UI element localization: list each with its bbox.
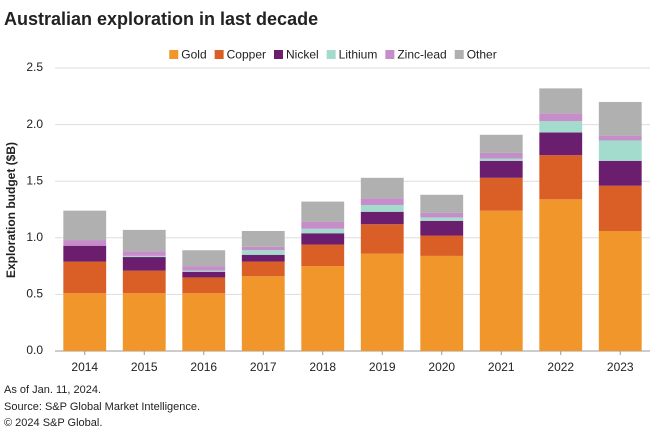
bar-segment xyxy=(598,231,642,351)
x-tick-label: 2017 xyxy=(250,360,277,374)
legend-swatch xyxy=(454,50,464,59)
bar-segment xyxy=(598,160,642,186)
bar-segment xyxy=(241,231,285,247)
legend-swatch xyxy=(385,50,395,59)
bar-segment xyxy=(301,244,345,267)
bar-segment xyxy=(360,224,404,254)
x-tick-label: 2015 xyxy=(131,360,158,374)
bar-segment xyxy=(539,155,583,200)
bar-segment xyxy=(182,271,226,278)
x-tick-label: 2020 xyxy=(428,360,455,374)
y-axis-label: Exploration budget ($B) xyxy=(4,142,18,278)
x-tick-label: 2022 xyxy=(547,360,574,374)
bar-segment xyxy=(122,270,166,294)
bar-segment xyxy=(539,121,583,133)
bar-segment xyxy=(479,158,523,161)
legend-label: Copper xyxy=(227,48,266,62)
legend-swatch xyxy=(214,50,224,59)
x-tick-label: 2023 xyxy=(607,360,634,374)
legend-swatch xyxy=(169,50,179,59)
bar-segment xyxy=(420,235,464,256)
bar-segment xyxy=(360,198,404,205)
bar-segment xyxy=(63,293,107,351)
y-tick-label: 0.0 xyxy=(26,343,43,357)
bar-segment xyxy=(182,266,226,271)
chart-title: Australian exploration in last decade xyxy=(4,9,318,29)
x-tick-label: 2016 xyxy=(190,360,217,374)
bar-segment xyxy=(360,177,404,199)
bar-segment xyxy=(63,210,107,241)
bar-segment xyxy=(598,185,642,232)
y-tick-label: 0.5 xyxy=(26,287,43,301)
bar-segment xyxy=(360,211,404,225)
bar-segment xyxy=(182,270,226,272)
footnote: As of Jan. 11, 2024. xyxy=(4,384,101,396)
bar-segment xyxy=(420,212,464,218)
bar-segment xyxy=(479,210,523,351)
bar-segment xyxy=(241,246,285,251)
bar-segment xyxy=(301,228,345,234)
bar-segment xyxy=(539,132,583,156)
x-tick-label: 2018 xyxy=(309,360,336,374)
bar-segment xyxy=(539,199,583,351)
bar-segment xyxy=(63,245,107,262)
bar-segment xyxy=(241,250,285,255)
bar-segment xyxy=(122,257,166,271)
bar-segment xyxy=(479,160,523,178)
bar-segment xyxy=(479,134,523,153)
bar-segment xyxy=(241,261,285,277)
legend-label: Nickel xyxy=(286,48,319,62)
legend-label: Zinc-lead xyxy=(397,48,446,62)
x-tick-label: 2019 xyxy=(369,360,396,374)
bar-segment xyxy=(301,266,345,351)
bar-segment xyxy=(360,204,404,212)
bar-segment xyxy=(420,220,464,236)
bar-segment xyxy=(122,255,166,258)
bar-segment xyxy=(301,233,345,245)
y-tick-label: 2.0 xyxy=(26,117,43,131)
bar-segment xyxy=(182,293,226,351)
bar-segment xyxy=(479,177,523,211)
bar-segment xyxy=(182,250,226,267)
bar-segment xyxy=(122,293,166,351)
bar-segment xyxy=(63,261,107,294)
legend-swatch xyxy=(326,50,336,59)
bar-segment xyxy=(420,255,464,351)
bar-segment xyxy=(63,240,107,246)
bar-segment xyxy=(241,276,285,351)
bar-segment xyxy=(598,101,642,136)
x-tick-label: 2014 xyxy=(71,360,98,374)
footnote: Source: S&P Global Market Intelligence. xyxy=(4,401,200,413)
bar-segment xyxy=(539,113,583,122)
bar-segment xyxy=(598,140,642,161)
bar-segment xyxy=(122,251,166,256)
bar-segment xyxy=(301,201,345,222)
bar-segment xyxy=(301,221,345,229)
bar-segment xyxy=(360,253,404,351)
x-tick-label: 2021 xyxy=(488,360,515,374)
bar-segment xyxy=(420,217,464,221)
bar-segment xyxy=(479,152,523,159)
y-tick-label: 2.5 xyxy=(26,60,43,74)
bar-segment xyxy=(598,135,642,141)
footnote: © 2024 S&P Global. xyxy=(4,417,102,429)
legend-label: Gold xyxy=(181,48,206,62)
bar-segment xyxy=(182,277,226,294)
legend-swatch xyxy=(273,50,283,59)
bar-segment xyxy=(420,194,464,213)
y-tick-label: 1.5 xyxy=(26,173,43,187)
bar-segment xyxy=(241,254,285,262)
legend-label: Other xyxy=(467,48,497,62)
bar-segment xyxy=(122,229,166,252)
bar-segment xyxy=(539,88,583,114)
legend-label: Lithium xyxy=(339,48,378,62)
y-tick-label: 1.0 xyxy=(26,230,43,244)
